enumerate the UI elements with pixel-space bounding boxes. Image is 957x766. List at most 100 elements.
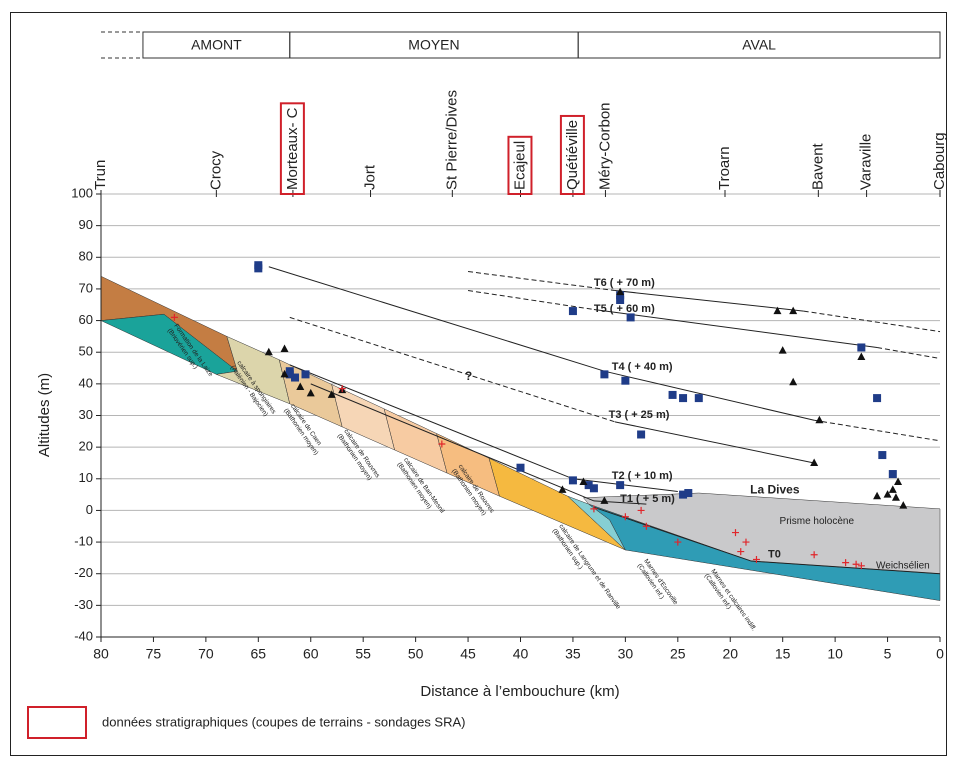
y-tick-label: 80 xyxy=(79,249,93,264)
square-marker xyxy=(621,376,630,385)
triangle-marker xyxy=(616,287,625,296)
triangle-marker xyxy=(789,377,798,386)
y-tick-label: 20 xyxy=(79,439,93,454)
square-marker xyxy=(626,313,635,322)
cross-marker xyxy=(752,555,760,563)
x-tick-label: 30 xyxy=(618,646,634,662)
terrace-line xyxy=(614,421,815,464)
terrace-line xyxy=(814,419,941,442)
x-tick-label: 80 xyxy=(93,646,109,662)
terrace-label: T5 ( + 60 m) xyxy=(594,303,655,315)
x-tick-label: 0 xyxy=(936,646,944,662)
x-axis-title: Distance à l’embouchure (km) xyxy=(420,683,619,700)
terrace-line xyxy=(803,310,941,333)
y-tick-label: 0 xyxy=(86,502,93,517)
square-marker xyxy=(600,370,609,379)
x-tick-label: 70 xyxy=(198,646,214,662)
square-marker xyxy=(568,476,577,485)
frame xyxy=(10,12,947,756)
triangle-marker xyxy=(894,477,903,485)
section-label: MOYEN xyxy=(408,37,459,53)
section-label: AMONT xyxy=(191,37,242,53)
cross-marker xyxy=(621,513,629,521)
square-marker xyxy=(568,307,577,316)
terrace-label: T1 ( + 5 m) xyxy=(620,493,675,505)
terrace-line xyxy=(310,383,647,505)
triangle-marker xyxy=(264,347,273,356)
place-name: St Pierre/Dives xyxy=(443,90,460,190)
y-tick-label: 50 xyxy=(79,344,93,359)
triangle-marker xyxy=(296,382,305,391)
place-name: Cabourg xyxy=(931,132,948,190)
terrace-line xyxy=(289,316,616,423)
cross-marker xyxy=(438,440,446,448)
x-tick-label: 55 xyxy=(355,646,371,662)
square-marker xyxy=(589,484,598,493)
cross-marker xyxy=(852,560,860,568)
y-tick-label: -10 xyxy=(74,534,93,549)
x-tick-label: 5 xyxy=(884,646,892,662)
terrace-label: T0 xyxy=(768,549,781,561)
cross-marker xyxy=(674,538,682,546)
square-marker xyxy=(516,463,525,472)
triangle-marker xyxy=(280,344,289,353)
y-tick-label: 30 xyxy=(79,407,93,422)
terrace-line xyxy=(614,290,804,312)
place-name: Bavent xyxy=(809,142,826,190)
triangle-marker xyxy=(327,390,336,398)
triangle-marker xyxy=(815,415,824,424)
legend-swatch xyxy=(27,706,87,739)
legend-label: données stratigraphiques (coupes de terr… xyxy=(102,714,466,729)
formation-label: Marnes et calcaires indiff.(Callovien in… xyxy=(703,568,758,632)
y-tick-label: 10 xyxy=(79,470,93,485)
square-marker xyxy=(291,373,300,382)
x-tick-label: 45 xyxy=(460,646,476,662)
cross-marker xyxy=(338,385,346,393)
triangle-marker xyxy=(899,501,908,509)
annotation: ? xyxy=(465,369,472,383)
x-tick-label: 35 xyxy=(565,646,581,662)
triangle-marker xyxy=(600,496,609,504)
place-name: Quétiéville xyxy=(564,120,581,190)
square-marker xyxy=(616,291,625,300)
y-tick-label: 70 xyxy=(79,280,93,295)
square-marker xyxy=(878,451,887,460)
x-tick-label: 75 xyxy=(146,646,162,662)
terrace-label: T6 ( + 70 m) xyxy=(594,277,655,289)
y-tick-label: -20 xyxy=(74,565,93,580)
x-tick-label: 10 xyxy=(827,646,843,662)
cross-marker xyxy=(642,522,650,530)
square-marker xyxy=(694,394,703,403)
square-marker xyxy=(684,489,693,498)
square-marker xyxy=(679,394,688,403)
x-tick-label: 65 xyxy=(251,646,267,662)
x-tick-label: 50 xyxy=(408,646,424,662)
terrace-line xyxy=(467,290,594,310)
place-name: Varaville xyxy=(858,134,875,190)
x-tick-label: 20 xyxy=(722,646,738,662)
cross-marker xyxy=(857,562,865,570)
terrace-line xyxy=(467,271,615,292)
cross-marker xyxy=(737,548,745,556)
stratigraphic-box xyxy=(279,102,305,195)
cross-marker xyxy=(170,313,178,321)
place-name: Ecajeul xyxy=(511,141,528,190)
place-name: Crocy xyxy=(207,150,224,190)
section-box xyxy=(577,31,941,59)
triangle-marker xyxy=(558,485,567,493)
cross-marker xyxy=(637,506,645,514)
triangle-marker xyxy=(280,369,289,378)
square-marker xyxy=(301,370,310,379)
y-tick-label: -40 xyxy=(74,628,93,643)
triangle-marker xyxy=(579,477,588,485)
square-marker xyxy=(668,390,677,399)
place-name: Troarn xyxy=(716,146,733,190)
cross-marker xyxy=(742,538,750,546)
y-axis-title: Altitudes (m) xyxy=(36,373,53,457)
section-label: AVAL xyxy=(742,37,776,53)
square-marker xyxy=(584,481,593,490)
cross-marker xyxy=(590,505,598,513)
triangle-marker xyxy=(857,352,866,360)
x-tick-label: 40 xyxy=(513,646,529,662)
